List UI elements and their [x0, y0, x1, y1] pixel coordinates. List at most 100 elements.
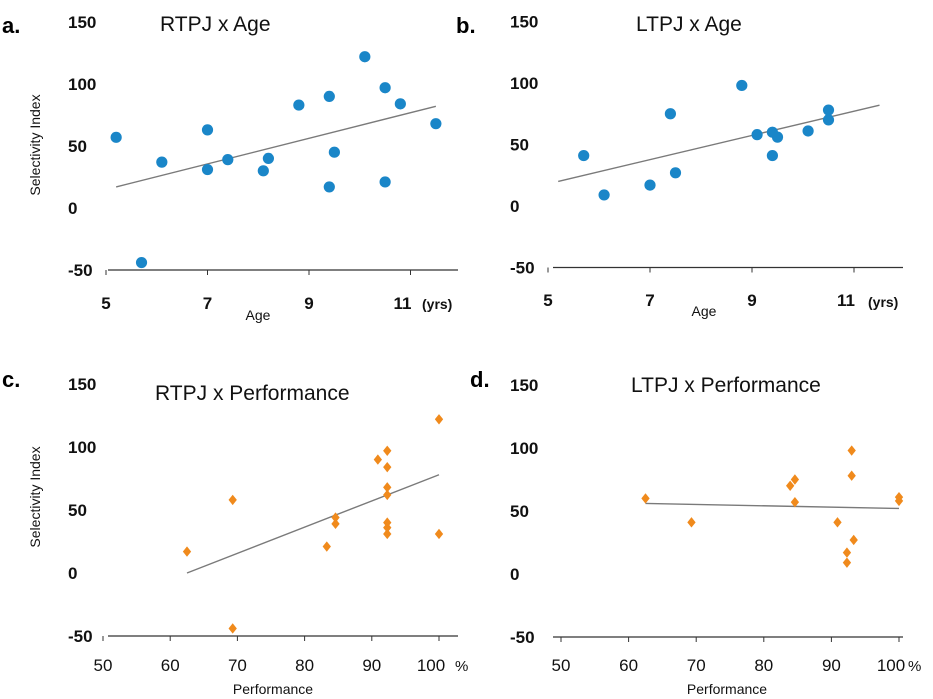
y-tick-label: 50: [510, 502, 529, 521]
data-point: [383, 489, 392, 501]
data-point: [790, 496, 800, 508]
data-point: [156, 156, 168, 168]
data-point: [578, 149, 590, 162]
panel-d-letter: d.: [470, 367, 490, 392]
data-point: [222, 154, 234, 166]
x-tick-label: 100: [417, 656, 445, 675]
data-point: [328, 146, 340, 158]
data-point: [771, 131, 784, 143]
y-tick-label: 0: [68, 199, 77, 218]
data-point: [641, 493, 650, 504]
data-point: [293, 99, 305, 111]
data-point: [786, 480, 795, 491]
panel-d-xlabel: Performance: [687, 681, 767, 697]
data-point: [331, 512, 340, 523]
data-point: [228, 623, 237, 634]
data-point: [331, 518, 340, 530]
trend-line: [186, 474, 440, 574]
x-tick-label: 80: [754, 656, 773, 675]
y-tick-label: 150: [510, 13, 538, 32]
data-point: [383, 522, 392, 533]
data-point: [644, 179, 656, 191]
data-point: [687, 517, 696, 528]
data-point: [842, 547, 852, 558]
data-point: [262, 152, 274, 164]
y-tick-label: -50: [68, 261, 93, 280]
y-tick-label: 50: [68, 501, 87, 520]
panel-b-letter: b.: [456, 13, 476, 38]
trend-line: [115, 105, 437, 188]
y-tick-label: -50: [68, 627, 93, 646]
x-tick-label: 70: [228, 656, 247, 675]
trend-line: [645, 502, 900, 510]
panel-a-title: RTPJ x Age: [160, 13, 271, 36]
data-point: [822, 114, 835, 126]
y-tick-label: 0: [68, 564, 77, 583]
data-point: [383, 482, 392, 493]
data-point: [383, 445, 392, 456]
y-tick-label: 50: [510, 136, 529, 155]
x-tick-label: 7: [645, 291, 654, 310]
data-point: [383, 461, 392, 473]
panel-d-title: LTPJ x Performance: [631, 374, 821, 397]
data-point: [135, 256, 148, 269]
panel-b-x-unit: (yrs): [868, 294, 898, 310]
x-tick-label: 9: [747, 291, 756, 310]
panel-a: a. RTPJ x Age Selectivity Index Age (yrs…: [2, 13, 458, 323]
data-point: [669, 167, 682, 179]
data-point: [323, 181, 335, 193]
x-tick-label: 5: [101, 294, 110, 313]
data-point: [822, 104, 835, 116]
data-point: [201, 124, 214, 136]
panel-b-title: LTPJ x Age: [636, 13, 742, 36]
panel-b-plot: 150 100 50 0 -50 5 7 9 11: [510, 13, 903, 310]
y-tick-label: 50: [68, 137, 87, 156]
data-point: [110, 131, 122, 143]
x-tick-label: 50: [94, 656, 113, 675]
x-tick-label: 9: [304, 294, 313, 313]
data-point: [379, 176, 391, 188]
y-tick-label: 100: [68, 75, 96, 94]
x-tick-label: 70: [687, 656, 706, 675]
data-point: [323, 90, 335, 102]
data-point: [228, 494, 237, 506]
panel-d-x-unit: %: [908, 658, 921, 675]
x-tick-label: 60: [161, 656, 180, 675]
data-point: [842, 557, 852, 568]
data-point: [833, 517, 842, 528]
data-point: [257, 165, 269, 177]
x-tick-label: 90: [822, 656, 841, 675]
data-point: [664, 108, 677, 120]
panel-d-plot: 150 100 50 0 -50 50 60 70 80 90 100: [510, 376, 905, 675]
data-point: [766, 149, 779, 162]
panel-a-ylabel: Selectivity Index: [27, 94, 43, 195]
data-point: [847, 445, 856, 456]
panel-c-title: RTPJ x Performance: [155, 382, 350, 405]
x-tick-label: 5: [543, 291, 552, 310]
panel-c-ylabel: Selectivity Index: [27, 446, 43, 547]
data-point: [790, 474, 800, 485]
data-point: [182, 546, 192, 557]
panel-b-xlabel: Age: [692, 303, 717, 319]
x-tick-label: 100: [877, 656, 905, 675]
x-tick-label: 11: [394, 294, 412, 313]
panel-a-xlabel: Age: [246, 307, 271, 323]
panel-a-letter: a.: [2, 13, 20, 38]
data-point: [802, 125, 814, 137]
data-point: [373, 454, 383, 465]
panel-c-x-unit: %: [455, 658, 468, 675]
y-tick-label: 100: [68, 438, 96, 457]
y-tick-label: -50: [510, 259, 535, 278]
data-point: [359, 51, 371, 63]
y-tick-label: 0: [510, 197, 519, 216]
y-tick-label: 150: [510, 376, 538, 395]
data-point: [322, 541, 331, 552]
x-tick-label: 80: [295, 656, 314, 675]
y-tick-label: 100: [510, 439, 538, 458]
x-tick-label: 90: [362, 656, 381, 675]
data-point: [434, 414, 444, 425]
y-tick-label: 0: [510, 565, 519, 584]
